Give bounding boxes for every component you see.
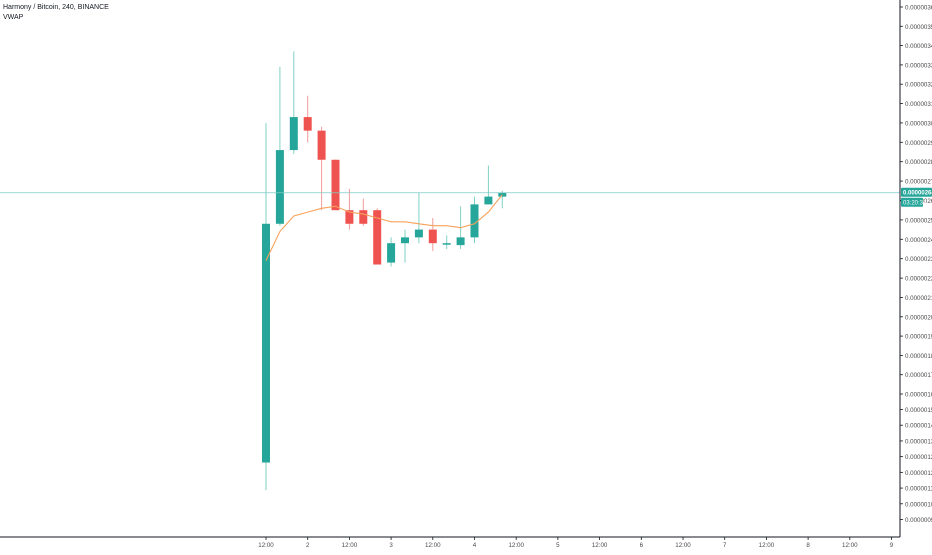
x-tick-label: 12:00 — [258, 542, 274, 549]
y-tick-label: 0.00000300 — [905, 120, 932, 127]
candle — [484, 165, 493, 205]
candle — [331, 159, 340, 211]
candle — [414, 192, 423, 244]
y-tick-label: 0.00000280 — [905, 159, 932, 166]
x-tick-label: 12:00 — [342, 542, 358, 549]
candle-body — [331, 159, 340, 211]
x-tick-label: 3 — [389, 542, 393, 549]
candle — [303, 95, 312, 143]
vwap-line — [265, 194, 503, 261]
y-tick-label: 0.00000270 — [905, 179, 932, 186]
x-tick-label: 6 — [640, 542, 644, 549]
y-tick-label: 0.00000160 — [905, 392, 932, 399]
symbol-title[interactable]: Harmony / Bitcoin, 240, BINANCE — [3, 4, 109, 11]
x-tick-label: 12:00 — [425, 542, 441, 549]
candles-layer — [262, 51, 507, 491]
x-tick-label: 12:00 — [675, 542, 691, 549]
y-tick-label: 0.00000112 — [905, 486, 932, 493]
candle — [428, 217, 437, 251]
candle — [401, 229, 409, 263]
y-tick-label: 0.00000350 — [905, 24, 932, 31]
candle-body — [414, 229, 423, 238]
y-tick-label: 0.00000096 — [905, 517, 932, 524]
candle — [498, 190, 507, 209]
y-tick-label: 0.00000180 — [905, 353, 932, 360]
candle-body — [401, 237, 409, 244]
candle — [317, 126, 326, 211]
countdown-value: 03:20:36 — [903, 201, 927, 207]
x-axis-ticks[interactable]: 12:00 2 12:00 3 12:00 4 12:00 5 12:00 6 12:00 7 12:0… — [258, 537, 894, 549]
candle — [289, 51, 298, 154]
candle — [262, 122, 270, 491]
candle-body — [470, 204, 479, 238]
candle-body — [359, 210, 368, 224]
candle-body — [262, 223, 270, 463]
candle-body — [498, 192, 507, 197]
y-axis-ticks[interactable]: 0.00000360 0.00000350 0.00000340 0.00000330… — [900, 5, 932, 525]
x-tick-label: 9 — [890, 542, 894, 549]
vwap-layer — [265, 194, 503, 261]
y-tick-label: 0.00000240 — [905, 237, 932, 244]
y-tick-label: 0.00000200 — [905, 314, 932, 321]
y-tick-label: 0.00000320 — [905, 82, 932, 89]
candle — [470, 196, 479, 244]
candle — [387, 237, 396, 267]
y-tick-label: 0.00000170 — [905, 372, 932, 379]
y-tick-label: 0.00000144 — [905, 423, 932, 430]
candle — [345, 188, 354, 230]
candle-body — [428, 229, 437, 244]
candle-body — [317, 130, 326, 160]
x-tick-label: 12:00 — [759, 542, 775, 549]
y-tick-label: 0.00000220 — [905, 276, 932, 283]
candle-body — [387, 243, 396, 263]
candle — [359, 198, 368, 226]
x-tick-label: 2 — [306, 542, 310, 549]
candle — [275, 66, 284, 226]
candle — [442, 235, 451, 249]
x-tick-label: 12:00 — [592, 542, 608, 549]
candle-body — [484, 196, 493, 205]
candle-body — [373, 210, 382, 265]
y-tick-label: 0.00000210 — [905, 295, 932, 302]
y-tick-label: 0.00000330 — [905, 62, 932, 69]
y-tick-label: 0.00000120 — [905, 470, 932, 477]
y-tick-label: 0.00000310 — [905, 101, 932, 108]
price-labels: 0.00000264 03:20:36 — [901, 187, 932, 207]
candle-body — [456, 237, 465, 246]
candle-body — [442, 243, 451, 245]
y-tick-label: 0.00000360 — [905, 5, 932, 12]
last-price-badge — [901, 187, 932, 197]
x-tick-label: 8 — [806, 542, 810, 549]
x-tick-label: 4 — [473, 542, 477, 549]
y-tick-label: 0.00000250 — [905, 217, 932, 224]
candle-body — [275, 150, 284, 224]
y-tick-label: 0.00000128 — [905, 454, 932, 461]
last-price-value: 0.00000264 — [903, 191, 932, 197]
x-tick-label: 12:00 — [842, 542, 858, 549]
countdown-badge — [901, 197, 923, 207]
candle-body — [303, 117, 312, 131]
x-tick-label: 5 — [556, 542, 560, 549]
y-tick-label: 0.00000340 — [905, 43, 932, 50]
y-tick-label: 0.00000290 — [905, 140, 932, 147]
y-tick-label: 0.00000190 — [905, 334, 932, 341]
chart-legend[interactable]: Harmony / Bitcoin, 240, BINANCE VWAP — [3, 3, 109, 23]
x-tick-label: 7 — [723, 542, 727, 549]
indicator-label[interactable]: VWAP — [3, 14, 24, 21]
y-tick-label: 0.00000104 — [905, 501, 932, 508]
y-tick-label: 0.00000136 — [905, 438, 932, 445]
candle-body — [289, 117, 298, 151]
axes-layer — [0, 0, 901, 538]
y-tick-label: 0.00000230 — [905, 256, 932, 263]
x-tick-label: 12:00 — [508, 542, 524, 549]
candle-body — [345, 210, 354, 224]
y-tick-label: 0.00000152 — [905, 407, 932, 414]
